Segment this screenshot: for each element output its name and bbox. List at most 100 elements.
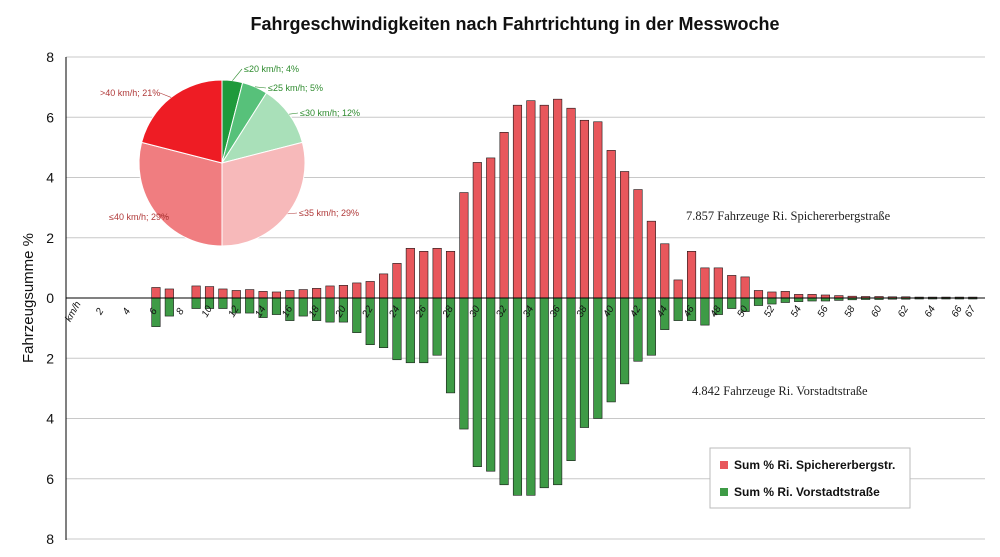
bar-vorstadt	[566, 297, 576, 461]
bar-spichererberg	[794, 294, 804, 299]
bar-spichererberg	[673, 279, 683, 299]
bar-spichererberg	[352, 282, 362, 299]
x-tick-label: 56	[816, 304, 831, 320]
bar-spichererberg	[164, 288, 174, 299]
bar-vorstadt	[620, 297, 630, 385]
legend: Sum % Ri. Spichererbergstr. Sum % Ri. Vo…	[709, 447, 911, 509]
pie-label: ≤25 km/h; 5%	[268, 83, 323, 93]
y-tick-label: 2	[46, 230, 54, 246]
pie-label: ≤20 km/h; 4%	[244, 64, 299, 74]
bar-spichererberg	[486, 157, 496, 299]
x-tick-labels: km/h 2 4 6 8 10 12 14 16 18 20 22 24 26 28 30 32 34 36 38 40…	[63, 299, 978, 324]
y-tick-label: 2	[46, 350, 54, 366]
pie-leader-line	[232, 68, 243, 81]
bar-vorstadt	[245, 297, 255, 314]
bar-vorstadt	[191, 297, 201, 309]
bar-vorstadt	[325, 297, 335, 323]
x-tick-label: 54	[789, 304, 804, 320]
x-tick-label: 58	[843, 304, 858, 320]
pie-leader-line	[289, 112, 299, 115]
bar-spichererberg	[539, 104, 549, 299]
bar-vorstadt	[593, 297, 603, 419]
y-tick-labels: 8 6 4 2 0 2 4 6 8	[46, 49, 54, 547]
legend-swatch-red	[720, 461, 728, 469]
pie-label: ≤40 km/h; 29%	[109, 212, 169, 222]
pie-label: ≤30 km/h; 12%	[300, 108, 360, 118]
bar-spichererberg	[660, 243, 670, 299]
legend-box	[709, 447, 911, 509]
x-tick-label: 18	[307, 304, 322, 320]
x-tick-label: 38	[575, 304, 590, 320]
bar-vorstadt	[794, 297, 804, 302]
x-tick-label: 16	[280, 304, 295, 320]
bar-vorstadt	[499, 297, 509, 486]
bar-vorstadt	[164, 297, 174, 317]
pie-chart: ≤20 km/h; 4% ≤25 km/h; 5% ≤30 km/h; 12% ≤35…	[100, 64, 360, 247]
bar-spichererberg	[365, 281, 375, 299]
bar-vorstadt	[727, 297, 737, 309]
x-tick-label: 40	[602, 304, 617, 320]
x-tick-label: 32	[494, 304, 509, 320]
x-tick-label: 62	[896, 304, 911, 320]
bar-spichererberg	[419, 251, 429, 299]
bar-spichererberg	[312, 288, 322, 299]
x-tick-label: 22	[360, 304, 376, 320]
x-tick-label: 66	[950, 304, 965, 320]
x-tick-label: 12	[227, 304, 242, 320]
x-tick-label: 8	[174, 306, 187, 317]
x-tick-label: 64	[923, 304, 938, 320]
bar-vorstadt	[780, 297, 790, 303]
pie-slice	[221, 141, 306, 247]
bar-spichererberg	[231, 290, 241, 299]
bar-spichererberg	[298, 289, 308, 299]
y-tick-label: 0	[46, 290, 54, 306]
bar-vorstadt	[459, 297, 469, 430]
bar-spichererberg	[472, 162, 482, 299]
bar-spichererberg	[740, 276, 750, 299]
legend-label-green: Sum % Ri. Vorstadtstraße	[734, 485, 880, 499]
bar-vorstadt	[526, 297, 536, 496]
y-tick-label: 4	[46, 411, 54, 427]
bar-spichererberg	[727, 275, 737, 299]
x-tick-label: 46	[682, 304, 697, 320]
bar-spichererberg	[285, 290, 295, 299]
x-tick-label: 10	[200, 304, 215, 320]
x-tick-label: 4	[121, 306, 134, 317]
x-tick-label: 30	[468, 304, 483, 320]
bar-vorstadt	[700, 297, 710, 326]
bar-spichererberg	[499, 132, 509, 299]
bar-spichererberg	[807, 294, 817, 299]
pie-leader-line	[287, 212, 298, 215]
bar-spichererberg	[713, 267, 723, 299]
bar-spichererberg	[620, 171, 630, 299]
bar-vorstadt	[218, 297, 228, 309]
x-tick-label: 28	[440, 304, 456, 320]
x-tick-label: 44	[655, 304, 670, 320]
x-tick-label: 6	[148, 306, 161, 317]
pie-leader-line	[156, 213, 170, 218]
bar-spichererberg	[593, 121, 603, 299]
y-tick-label: 6	[46, 471, 54, 487]
bar-vorstadt	[271, 297, 282, 315]
bar-spichererberg	[780, 291, 790, 299]
bar-vorstadt	[432, 297, 442, 356]
x-tick-label: 26	[414, 304, 430, 320]
bar-spichererberg	[151, 287, 161, 299]
bar-spichererberg	[633, 189, 643, 299]
axis-layer	[65, 57, 985, 540]
bar-spichererberg	[700, 267, 710, 299]
bar-spichererberg	[646, 220, 656, 299]
bar-spichererberg	[204, 286, 215, 299]
bar-spichererberg	[459, 192, 469, 299]
y-tick-label: 8	[46, 531, 54, 547]
bar-vorstadt	[405, 297, 415, 364]
bar-spichererberg	[753, 290, 764, 299]
bar-vorstadt	[539, 297, 549, 489]
bar-vorstadt	[753, 297, 764, 306]
bar-spichererberg	[579, 119, 589, 299]
bar-vorstadt	[352, 297, 362, 333]
y-axis-label: Fahrzeugsumme %	[20, 233, 37, 363]
bar-spichererberg	[432, 247, 442, 299]
pie-label: ≤35 km/h; 29%	[299, 208, 359, 218]
